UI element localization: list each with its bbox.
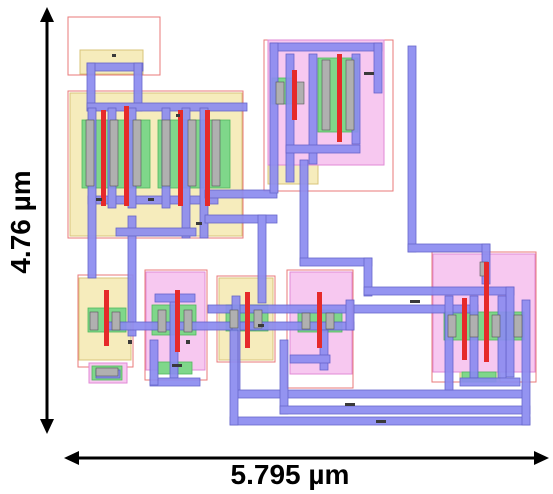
contacts [96,54,420,423]
height-label: 4.76 µm [5,170,36,273]
poly-gates [101,54,489,362]
local-interconnect [85,59,523,377]
metal1-routing [86,42,531,426]
height-dimension-arrow [40,7,54,434]
width-dimension-arrow [64,451,549,465]
width-label: 5.795 µm [231,459,350,490]
